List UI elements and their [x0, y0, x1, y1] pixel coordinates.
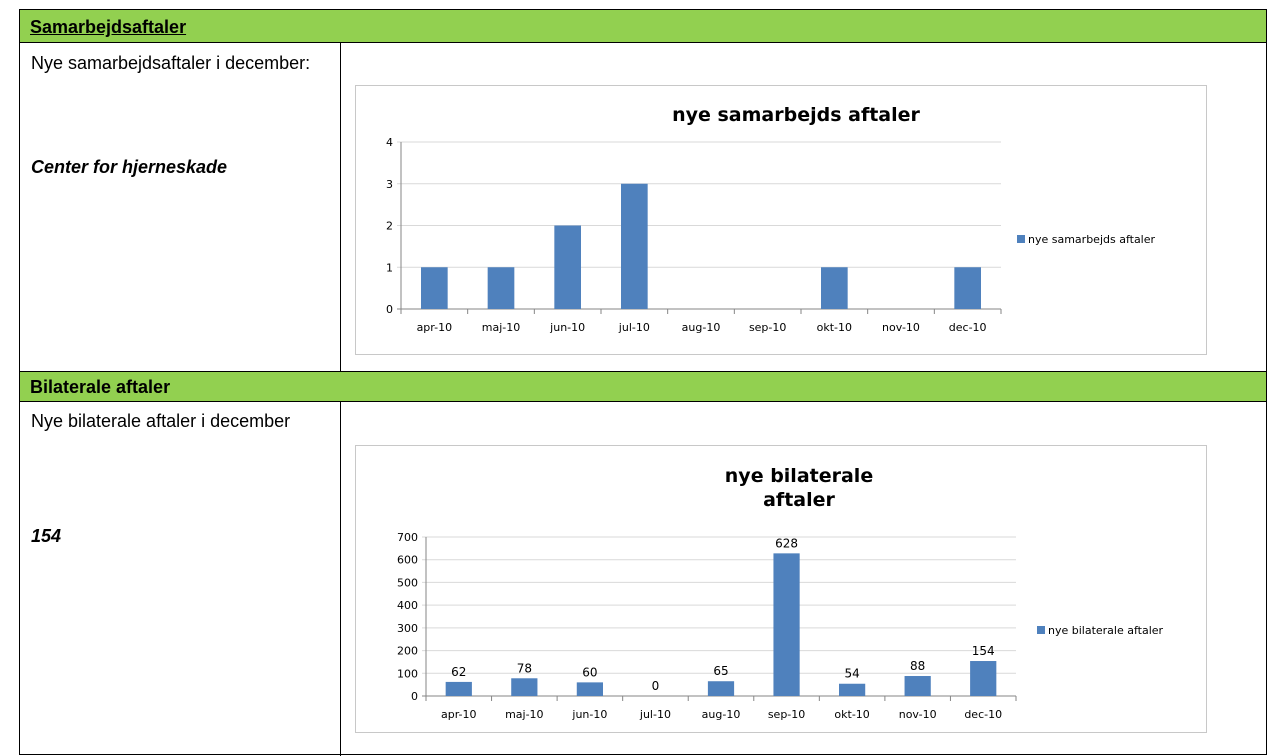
- x-tick-label: jun-10: [549, 321, 585, 334]
- chart-samarbejds-svg: nye samarbejds aftaler 0 1 2 3 4 apr-10 maj-10 j…: [386, 104, 1156, 334]
- section-header-text: Samarbejdsaftaler: [30, 17, 187, 37]
- y-tick-label: 0: [411, 690, 418, 703]
- data-label: 88: [910, 659, 925, 673]
- data-label: 60: [582, 665, 597, 679]
- x-tick-label: jul-10: [618, 321, 650, 334]
- x-tick-label: jun-10: [571, 708, 607, 721]
- chart-samarbejds: nye samarbejds aftaler 0 1 2 3 4 apr-10 maj-10 j…: [355, 85, 1207, 355]
- bar: [445, 681, 472, 696]
- chart-title: nye bilaterale: [725, 465, 873, 487]
- bar: [554, 225, 581, 309]
- bar: [839, 683, 866, 696]
- samarbejd-value-text: Center for hjerneskade: [31, 157, 228, 177]
- data-label: 78: [517, 661, 532, 675]
- y-tick-label: 400: [397, 599, 418, 612]
- samarbejd-label-text: Nye samarbejdsaftaler i december:: [31, 53, 311, 73]
- y-tick-label: 0: [386, 303, 393, 316]
- legend-swatch: [1017, 235, 1025, 243]
- bilateral-label-text: Nye bilaterale aftaler i december: [31, 411, 291, 431]
- samarbejd-value: Center for hjerneskade: [31, 154, 227, 180]
- bar: [773, 553, 800, 696]
- y-tick-label: 200: [397, 645, 418, 658]
- section-header-samarbejdsaftaler: Samarbejdsaftaler: [20, 10, 1266, 43]
- x-tick-label: nov-10: [899, 708, 937, 721]
- bar: [970, 661, 997, 696]
- x-tick-label: aug-10: [682, 321, 721, 334]
- bar: [511, 678, 538, 696]
- data-label: 65: [713, 664, 728, 678]
- bilateral-label: Nye bilaterale aftaler i december: [31, 408, 331, 434]
- legend-label: nye samarbejds aftaler: [1028, 233, 1156, 246]
- data-label: 154: [972, 644, 995, 658]
- bar: [487, 267, 515, 309]
- x-tick-label: dec-10: [964, 708, 1002, 721]
- section-header-bilaterale: Bilaterale aftaler: [20, 371, 1266, 402]
- y-tick-label: 100: [397, 667, 418, 680]
- bar: [954, 267, 981, 309]
- y-tick-label: 700: [397, 531, 418, 544]
- y-tick-label: 300: [397, 622, 418, 635]
- x-tick-label: maj-10: [505, 708, 543, 721]
- y-tick-label: 500: [397, 576, 418, 589]
- x-tick-label: sep-10: [749, 321, 786, 334]
- x-tick-label: okt-10: [817, 321, 852, 334]
- y-tick-label: 3: [386, 178, 393, 191]
- bar: [707, 681, 735, 696]
- column-divider: [340, 43, 341, 371]
- legend-label: nye bilaterale aftaler: [1048, 624, 1164, 637]
- x-tick-label: sep-10: [768, 708, 805, 721]
- x-tick-label: nov-10: [882, 321, 920, 334]
- section-header-text: Bilaterale aftaler: [30, 377, 171, 397]
- x-tick-label: jul-10: [639, 708, 671, 721]
- bar: [904, 676, 931, 696]
- bar: [576, 682, 603, 696]
- bilateral-value-text: 154: [31, 526, 62, 546]
- x-tick-label: dec-10: [949, 321, 987, 334]
- bar: [821, 267, 848, 309]
- x-tick-label: apr-10: [417, 321, 453, 334]
- chart-title: nye samarbejds aftaler: [672, 104, 920, 126]
- y-tick-label: 4: [386, 136, 393, 149]
- samarbejd-label: Nye samarbejdsaftaler i december:: [31, 50, 331, 76]
- bar: [621, 183, 648, 309]
- chart-title: aftaler: [763, 489, 835, 511]
- y-tick-label: 1: [386, 261, 393, 274]
- y-tick-label: 2: [386, 220, 393, 233]
- bar: [421, 267, 448, 309]
- data-label: 62: [451, 665, 466, 679]
- document-table: Samarbejdsaftaler Nye samarbejdsaftaler …: [19, 9, 1267, 756]
- x-tick-label: apr-10: [441, 708, 477, 721]
- y-tick-label: 600: [397, 554, 418, 567]
- data-label: 54: [844, 667, 859, 681]
- bilateral-value: 154: [31, 523, 61, 549]
- legend-swatch: [1037, 626, 1045, 634]
- chart-bilaterale-svg: nye bilateraleaftaler0100200300400500600…: [397, 465, 1164, 721]
- x-tick-label: aug-10: [702, 708, 741, 721]
- column-divider: [340, 402, 341, 756]
- x-tick-label: maj-10: [482, 321, 520, 334]
- data-label: 628: [775, 536, 798, 550]
- x-tick-label: okt-10: [834, 708, 869, 721]
- chart-bilaterale: nye bilaterale aftaler 0 100 200 300 400 500 600…: [355, 445, 1207, 733]
- data-label: 0: [652, 679, 660, 693]
